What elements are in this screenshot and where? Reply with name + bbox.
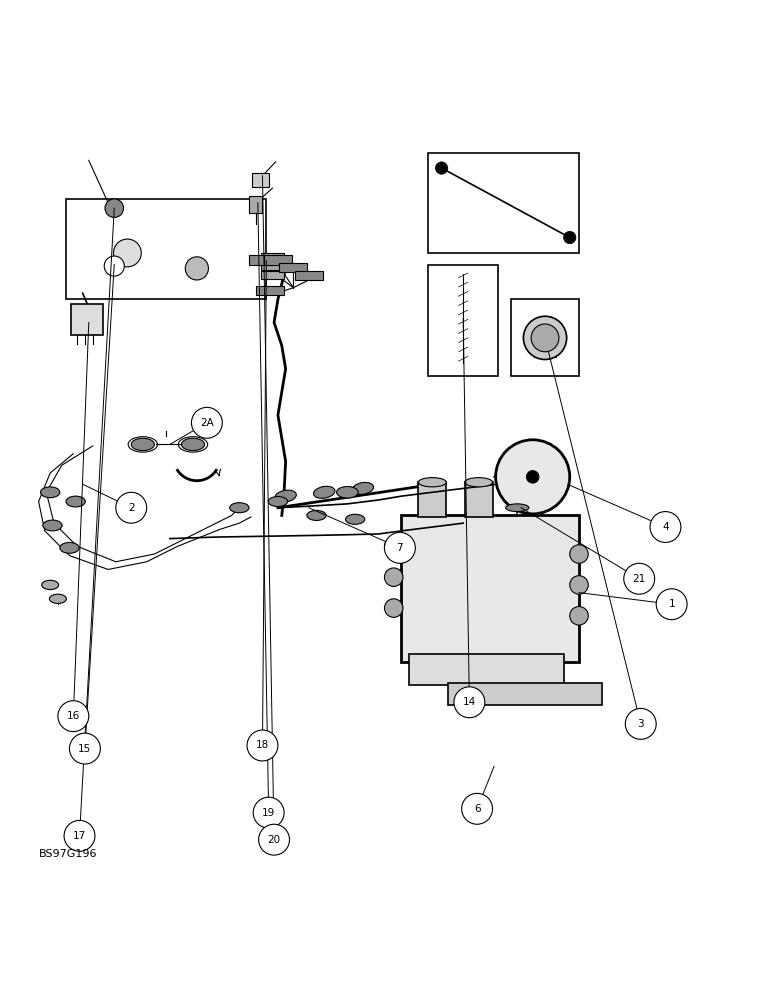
- Circle shape: [454, 687, 485, 718]
- Bar: [465, 482, 493, 517]
- Bar: [71, 304, 103, 335]
- Text: 2A: 2A: [200, 418, 214, 428]
- Text: 7: 7: [397, 543, 403, 553]
- Ellipse shape: [418, 478, 446, 487]
- Circle shape: [69, 733, 100, 764]
- Circle shape: [625, 708, 656, 739]
- Ellipse shape: [337, 486, 358, 498]
- Circle shape: [105, 199, 124, 217]
- Bar: [511, 299, 579, 376]
- Text: 18: 18: [256, 740, 269, 750]
- Ellipse shape: [43, 520, 62, 531]
- Text: 1: 1: [669, 599, 675, 609]
- Circle shape: [384, 537, 403, 556]
- Circle shape: [564, 231, 576, 244]
- Circle shape: [253, 797, 284, 828]
- Text: 19: 19: [262, 808, 276, 818]
- Bar: [249, 255, 276, 265]
- Bar: [261, 271, 284, 279]
- Bar: [249, 196, 262, 213]
- Circle shape: [58, 701, 89, 732]
- Ellipse shape: [229, 503, 249, 513]
- Ellipse shape: [306, 510, 326, 520]
- Circle shape: [104, 256, 124, 276]
- Ellipse shape: [40, 487, 59, 498]
- Bar: [256, 286, 284, 295]
- Text: 16: 16: [66, 711, 80, 721]
- Text: 21: 21: [632, 574, 646, 584]
- Ellipse shape: [465, 478, 493, 487]
- Circle shape: [384, 568, 403, 586]
- Ellipse shape: [352, 482, 374, 494]
- Circle shape: [185, 257, 208, 280]
- Ellipse shape: [275, 490, 296, 502]
- Bar: [279, 263, 307, 272]
- Circle shape: [523, 316, 567, 359]
- Circle shape: [531, 324, 559, 352]
- FancyBboxPatch shape: [448, 683, 602, 705]
- Circle shape: [64, 820, 95, 851]
- Ellipse shape: [49, 594, 66, 603]
- FancyBboxPatch shape: [409, 654, 564, 685]
- Text: 4: 4: [662, 522, 669, 532]
- Text: 3: 3: [638, 719, 644, 729]
- Text: BS97G196: BS97G196: [39, 849, 97, 859]
- Circle shape: [384, 532, 415, 563]
- Bar: [418, 482, 446, 517]
- Ellipse shape: [42, 580, 59, 590]
- Ellipse shape: [345, 514, 364, 524]
- Circle shape: [113, 239, 141, 267]
- Circle shape: [116, 492, 147, 523]
- Circle shape: [384, 599, 403, 617]
- Bar: [264, 255, 292, 265]
- Bar: [295, 271, 323, 280]
- FancyBboxPatch shape: [401, 515, 579, 662]
- Circle shape: [247, 730, 278, 761]
- Circle shape: [191, 407, 222, 438]
- Text: 2: 2: [128, 503, 134, 513]
- Ellipse shape: [59, 542, 79, 553]
- Text: 14: 14: [462, 697, 476, 707]
- Text: 6: 6: [474, 804, 480, 814]
- Bar: [428, 153, 579, 253]
- Circle shape: [259, 824, 290, 855]
- Circle shape: [462, 793, 493, 824]
- Circle shape: [496, 440, 570, 514]
- Circle shape: [527, 471, 539, 483]
- Text: 20: 20: [267, 835, 281, 845]
- Circle shape: [570, 545, 588, 563]
- Circle shape: [624, 563, 655, 594]
- Ellipse shape: [66, 496, 85, 507]
- Text: 15: 15: [78, 744, 92, 754]
- Bar: [261, 262, 284, 270]
- Circle shape: [570, 576, 588, 594]
- Text: 17: 17: [73, 831, 86, 841]
- Ellipse shape: [313, 486, 335, 498]
- Ellipse shape: [131, 438, 154, 451]
- Bar: [428, 265, 498, 376]
- Ellipse shape: [269, 497, 287, 507]
- Circle shape: [656, 589, 687, 620]
- Ellipse shape: [181, 438, 205, 451]
- Circle shape: [650, 512, 681, 542]
- Bar: [252, 173, 269, 187]
- Bar: [261, 253, 284, 261]
- Ellipse shape: [506, 504, 529, 512]
- FancyBboxPatch shape: [66, 199, 266, 299]
- Circle shape: [570, 607, 588, 625]
- Circle shape: [435, 162, 448, 174]
